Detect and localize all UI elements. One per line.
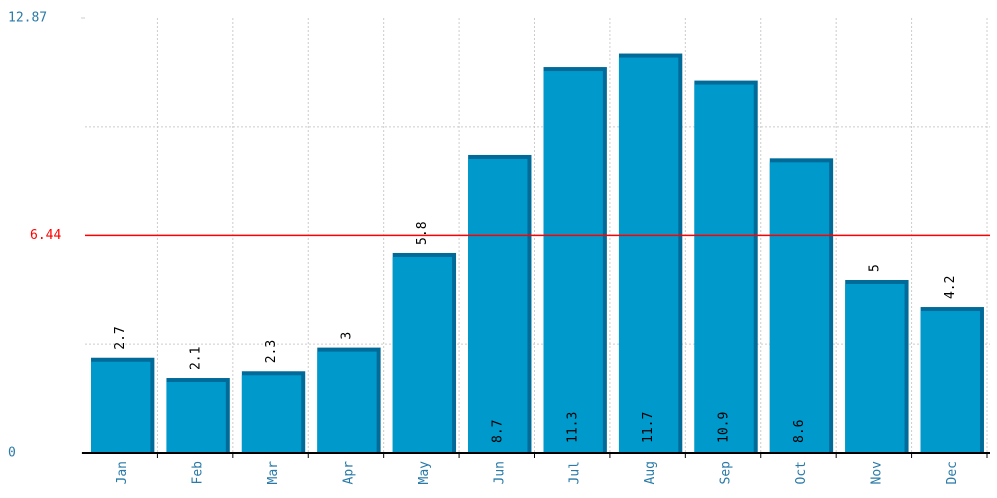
y-tick-label: 0 [8, 446, 16, 461]
data-label: 2.7 [113, 326, 128, 349]
bar [543, 71, 603, 453]
bar [317, 351, 377, 453]
bar [694, 84, 754, 453]
x-tick-label: May [417, 461, 432, 485]
bar [845, 284, 905, 453]
x-tick-label: Aug [643, 461, 658, 484]
data-label: 2.1 [189, 347, 204, 370]
x-tick-label: Jun [492, 461, 507, 484]
data-label: 11.3 [566, 412, 581, 443]
bar [241, 375, 302, 453]
data-label: 5.8 [415, 221, 430, 244]
bar [91, 361, 151, 453]
bar [769, 162, 830, 453]
reference-label: 6.44 [30, 228, 61, 243]
data-label: 8.6 [792, 420, 807, 443]
x-tick-label: Nov [869, 461, 884, 485]
x-tick-label: Dec [945, 461, 960, 484]
x-tick-label: Oct [794, 461, 809, 484]
bar [920, 311, 980, 453]
data-label: 3 [339, 332, 354, 340]
bar [618, 57, 679, 453]
x-tick-label: Sep [719, 461, 734, 485]
x-tick-label: Jan [115, 461, 130, 484]
data-label: 8.7 [490, 420, 505, 443]
y-tick-label: 12.87 [8, 11, 47, 26]
x-tick-label: Feb [191, 461, 206, 485]
x-tick-label: Jul [568, 461, 583, 484]
data-label: 5 [867, 264, 882, 272]
data-label: 10.9 [717, 412, 732, 443]
bar [166, 382, 226, 453]
x-tick-label: Mar [266, 461, 281, 485]
data-label: 4.2 [943, 276, 958, 299]
x-tick-label: Apr [341, 461, 356, 485]
data-label: 2.3 [264, 340, 279, 363]
bar [392, 256, 453, 453]
data-label: 11.7 [641, 412, 656, 443]
bar [468, 158, 528, 453]
